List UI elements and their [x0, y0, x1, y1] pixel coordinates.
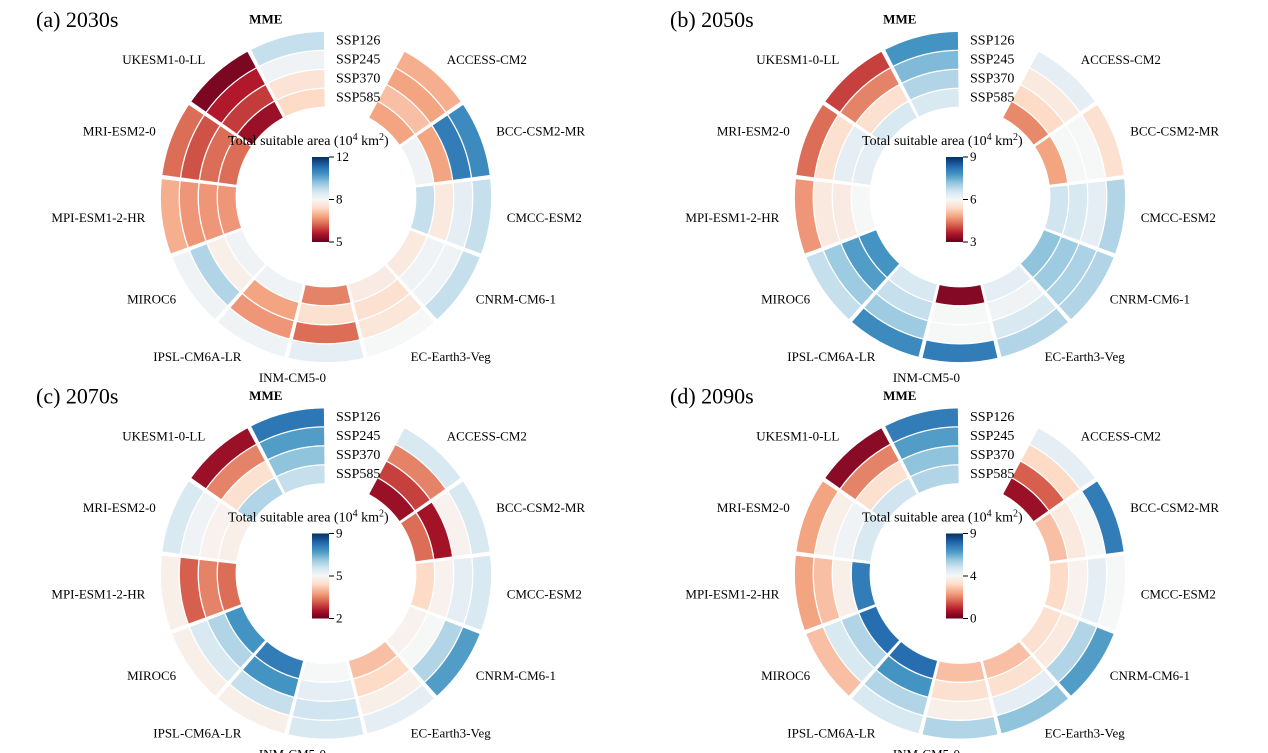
svg-text:CNRM-CM6-1: CNRM-CM6-1 [1110, 668, 1190, 683]
svg-text:EC-Earth3-Veg: EC-Earth3-Veg [1045, 349, 1126, 364]
svg-text:EC-Earth3-Veg: EC-Earth3-Veg [411, 726, 492, 741]
svg-text:BCC-CSM2-MR: BCC-CSM2-MR [496, 500, 585, 515]
svg-text:12: 12 [336, 149, 349, 164]
svg-text:MME: MME [883, 11, 916, 26]
svg-text:MRI-ESM2-0: MRI-ESM2-0 [83, 123, 156, 138]
svg-text:CMCC-ESM2: CMCC-ESM2 [1141, 586, 1216, 601]
svg-text:4: 4 [970, 568, 977, 583]
svg-text:CMCC-ESM2: CMCC-ESM2 [507, 210, 582, 225]
svg-text:SSP245: SSP245 [336, 429, 380, 444]
svg-text:MPI-ESM1-2-HR: MPI-ESM1-2-HR [685, 586, 779, 601]
svg-text:SSP126: SSP126 [336, 34, 380, 49]
svg-text:SSP126: SSP126 [336, 410, 380, 425]
svg-text:ACCESS-CM2: ACCESS-CM2 [447, 428, 527, 443]
svg-text:Total suitable area (104 km2): Total suitable area (104 km2) [228, 132, 389, 150]
svg-text:CNRM-CM6-1: CNRM-CM6-1 [476, 291, 556, 306]
svg-text:6: 6 [970, 192, 977, 207]
svg-text:SSP370: SSP370 [336, 448, 380, 463]
svg-text:CNRM-CM6-1: CNRM-CM6-1 [476, 668, 556, 683]
svg-text:MIROC6: MIROC6 [127, 668, 177, 683]
svg-text:MPI-ESM1-2-HR: MPI-ESM1-2-HR [51, 210, 145, 225]
svg-text:(d) 2090s: (d) 2090s [670, 384, 754, 409]
svg-text:9: 9 [970, 526, 977, 541]
svg-text:5: 5 [336, 234, 343, 249]
svg-text:SSP245: SSP245 [970, 429, 1014, 444]
svg-text:SSP370: SSP370 [336, 72, 380, 87]
svg-text:EC-Earth3-Veg: EC-Earth3-Veg [411, 349, 492, 364]
svg-text:MRI-ESM2-0: MRI-ESM2-0 [717, 500, 790, 515]
svg-text:SSP585: SSP585 [336, 91, 380, 106]
svg-text:IPSL-CM6A-LR: IPSL-CM6A-LR [153, 349, 241, 364]
svg-text:MME: MME [883, 388, 916, 403]
svg-text:Total suitable area (104 km2): Total suitable area (104 km2) [862, 508, 1023, 526]
svg-text:UKESM1-0-LL: UKESM1-0-LL [122, 428, 205, 443]
svg-text:MIROC6: MIROC6 [761, 291, 811, 306]
svg-text:INM-CM5-0: INM-CM5-0 [259, 746, 326, 753]
svg-text:ACCESS-CM2: ACCESS-CM2 [447, 52, 527, 67]
svg-text:0: 0 [970, 611, 977, 626]
svg-text:MME: MME [249, 11, 282, 26]
svg-text:SSP370: SSP370 [970, 448, 1014, 463]
svg-text:CMCC-ESM2: CMCC-ESM2 [507, 586, 582, 601]
svg-text:MIROC6: MIROC6 [127, 291, 177, 306]
svg-text:IPSL-CM6A-LR: IPSL-CM6A-LR [787, 349, 875, 364]
svg-text:SSP245: SSP245 [970, 53, 1014, 68]
svg-text:SSP126: SSP126 [970, 410, 1014, 425]
svg-text:UKESM1-0-LL: UKESM1-0-LL [756, 428, 839, 443]
svg-text:BCC-CSM2-MR: BCC-CSM2-MR [1130, 123, 1219, 138]
svg-text:(a) 2030s: (a) 2030s [36, 7, 118, 32]
svg-text:SSP245: SSP245 [336, 53, 380, 68]
svg-text:SSP585: SSP585 [970, 91, 1014, 106]
svg-text:IPSL-CM6A-LR: IPSL-CM6A-LR [153, 726, 241, 741]
svg-text:CMCC-ESM2: CMCC-ESM2 [1141, 210, 1216, 225]
svg-text:(c) 2070s: (c) 2070s [36, 384, 118, 409]
svg-text:MRI-ESM2-0: MRI-ESM2-0 [717, 123, 790, 138]
svg-text:UKESM1-0-LL: UKESM1-0-LL [122, 52, 205, 67]
svg-text:EC-Earth3-Veg: EC-Earth3-Veg [1045, 726, 1126, 741]
svg-text:SSP126: SSP126 [970, 34, 1014, 49]
svg-text:BCC-CSM2-MR: BCC-CSM2-MR [496, 123, 585, 138]
svg-text:MRI-ESM2-0: MRI-ESM2-0 [83, 500, 156, 515]
svg-text:Total suitable area (104 km2): Total suitable area (104 km2) [862, 132, 1023, 150]
svg-text:MPI-ESM1-2-HR: MPI-ESM1-2-HR [685, 210, 779, 225]
svg-text:(b) 2050s: (b) 2050s [670, 7, 754, 32]
svg-text:MIROC6: MIROC6 [761, 668, 811, 683]
svg-text:INM-CM5-0: INM-CM5-0 [259, 370, 326, 385]
svg-text:BCC-CSM2-MR: BCC-CSM2-MR [1130, 500, 1219, 515]
svg-text:INM-CM5-0: INM-CM5-0 [893, 370, 960, 385]
svg-text:9: 9 [336, 526, 343, 541]
svg-text:IPSL-CM6A-LR: IPSL-CM6A-LR [787, 726, 875, 741]
svg-text:MME: MME [249, 388, 282, 403]
svg-text:9: 9 [970, 149, 977, 164]
svg-text:3: 3 [970, 234, 977, 249]
svg-text:SSP585: SSP585 [336, 467, 380, 482]
svg-text:5: 5 [336, 568, 343, 583]
svg-text:ACCESS-CM2: ACCESS-CM2 [1081, 52, 1161, 67]
svg-text:2: 2 [336, 611, 343, 626]
svg-text:SSP370: SSP370 [970, 72, 1014, 87]
svg-text:ACCESS-CM2: ACCESS-CM2 [1081, 428, 1161, 443]
svg-text:INM-CM5-0: INM-CM5-0 [893, 746, 960, 753]
svg-text:8: 8 [336, 192, 343, 207]
svg-text:MPI-ESM1-2-HR: MPI-ESM1-2-HR [51, 586, 145, 601]
svg-text:Total suitable area (104 km2): Total suitable area (104 km2) [228, 508, 389, 526]
svg-text:CNRM-CM6-1: CNRM-CM6-1 [1110, 291, 1190, 306]
svg-text:UKESM1-0-LL: UKESM1-0-LL [756, 52, 839, 67]
svg-text:SSP585: SSP585 [970, 467, 1014, 482]
